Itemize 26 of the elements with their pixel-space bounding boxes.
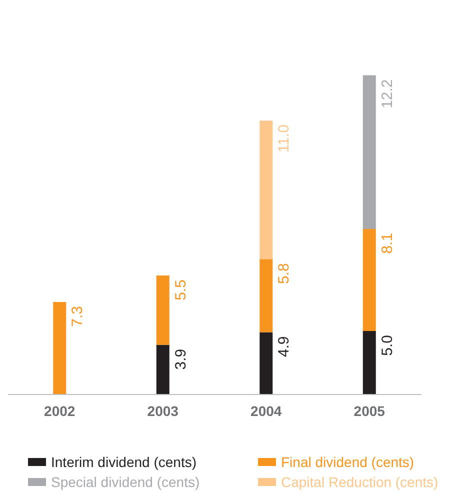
legend-label: Final dividend (cents) xyxy=(281,454,414,470)
x-tick-label: 2004 xyxy=(250,403,282,419)
bar xyxy=(362,331,376,394)
bar xyxy=(260,120,273,260)
bar xyxy=(260,259,273,332)
x-tick-label: 2003 xyxy=(147,403,179,419)
data-label: 4.9 xyxy=(276,336,293,358)
data-label: 3.9 xyxy=(172,348,190,370)
bar xyxy=(156,344,170,394)
data-label: 12.2 xyxy=(378,79,396,108)
data-label: 5.0 xyxy=(378,335,396,356)
bar xyxy=(260,332,273,394)
data-label: 7.3 xyxy=(69,306,86,327)
bar xyxy=(156,276,170,345)
legend-label: Interim dividend (cents) xyxy=(51,454,197,470)
data-label: 11.0 xyxy=(276,124,293,153)
legend-label: Special dividend (cents) xyxy=(51,474,200,490)
x-tick-label: 2005 xyxy=(354,403,386,419)
data-label: 8.1 xyxy=(378,232,396,254)
data-label: 5.5 xyxy=(172,280,190,300)
bar xyxy=(53,302,66,394)
legend-label: Capital Reduction (cents) xyxy=(281,474,438,490)
bar xyxy=(362,75,376,229)
data-label: 5.8 xyxy=(276,263,293,284)
x-tick-label: 2002 xyxy=(44,403,76,419)
bar xyxy=(362,228,376,331)
